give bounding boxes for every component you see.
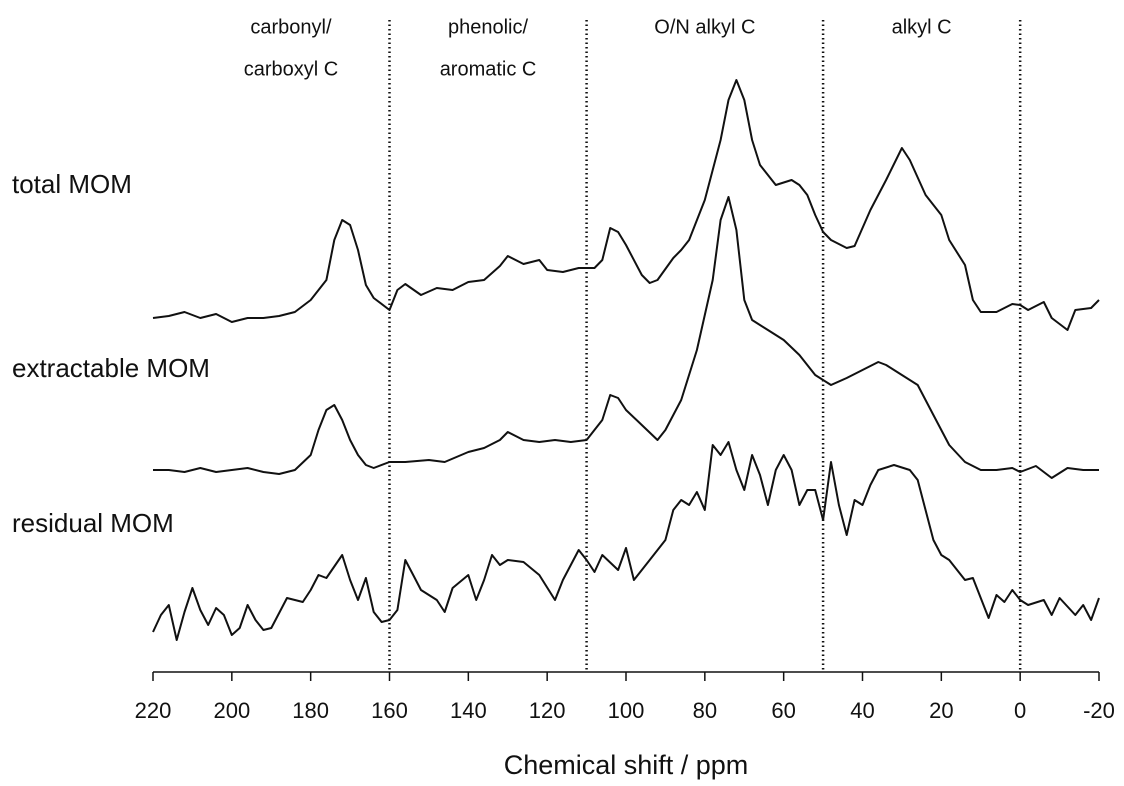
x-tick-label: 160 — [371, 698, 408, 723]
x-tick-label: 220 — [135, 698, 172, 723]
x-tick-label: -20 — [1083, 698, 1115, 723]
x-tick-label: 20 — [929, 698, 953, 723]
spectrum-line — [153, 196, 1099, 479]
x-axis-label: Chemical shift / ppm — [504, 750, 749, 780]
series-label: residual MOM — [12, 508, 174, 538]
x-tick-label: 140 — [450, 698, 487, 723]
x-tick-label: 60 — [771, 698, 795, 723]
x-tick-label: 180 — [292, 698, 329, 723]
x-tick-label: 200 — [213, 698, 250, 723]
x-tick-label: 80 — [693, 698, 717, 723]
region-label: O/N alkyl C — [654, 16, 755, 38]
region-label: alkyl C — [892, 16, 952, 38]
region-label: carboxyl C — [244, 58, 338, 80]
region-label: carbonyl/ — [250, 16, 332, 38]
region-label: aromatic C — [440, 58, 537, 80]
x-tick-label: 0 — [1014, 698, 1026, 723]
x-tick-label: 120 — [529, 698, 566, 723]
region-label: phenolic/ — [448, 16, 529, 38]
spectrum-line — [152, 79, 1100, 331]
x-tick-label: 100 — [608, 698, 645, 723]
series-label: total MOM — [12, 169, 132, 199]
x-tick-label: 40 — [850, 698, 874, 723]
spectrum-line — [152, 441, 1100, 641]
series-label: extractable MOM — [12, 353, 210, 383]
